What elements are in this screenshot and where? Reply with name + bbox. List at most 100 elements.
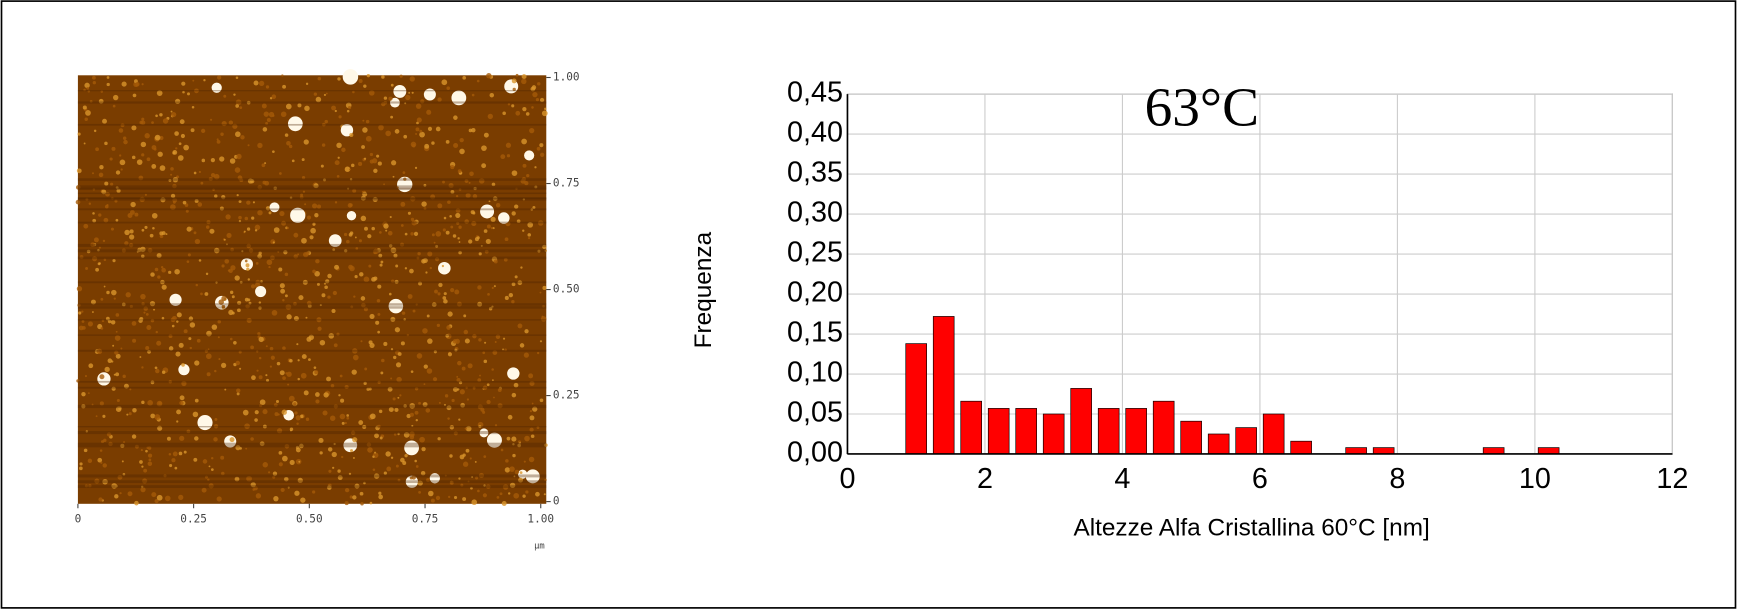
afm-speck xyxy=(206,220,211,225)
afm-speck xyxy=(131,321,137,326)
afm-speck xyxy=(491,368,494,371)
afm-speck xyxy=(495,202,501,208)
afm-speck xyxy=(478,252,482,256)
afm-speck xyxy=(458,188,462,191)
afm-speck xyxy=(447,200,451,204)
afm-speck xyxy=(85,110,91,116)
afm-speck xyxy=(431,141,435,145)
afm-speck xyxy=(150,413,156,419)
afm-speck xyxy=(200,292,203,296)
afm-speck xyxy=(407,294,413,299)
afm-speck xyxy=(232,123,238,129)
afm-speck xyxy=(322,410,328,416)
afm-speck xyxy=(139,356,142,358)
bar xyxy=(1125,408,1147,455)
afm-speck xyxy=(427,126,433,131)
afm-speck xyxy=(522,163,527,168)
afm-speck xyxy=(453,431,458,436)
afm-speck xyxy=(445,333,450,338)
afm-speck xyxy=(170,204,176,210)
afm-speck xyxy=(282,376,286,380)
afm-speck xyxy=(502,337,506,340)
afm-speck xyxy=(145,346,150,351)
afm-speck xyxy=(429,473,440,484)
afm-speck xyxy=(482,493,487,498)
afm-speck xyxy=(403,318,406,321)
afm-speck xyxy=(111,483,118,489)
afm-speck xyxy=(350,449,353,453)
afm-speck xyxy=(244,297,249,302)
afm-speck xyxy=(273,186,277,190)
afm-speck xyxy=(359,491,364,496)
afm-speck xyxy=(344,421,347,425)
afm-speck xyxy=(312,269,316,274)
afm-speck xyxy=(328,234,342,247)
afm-speck xyxy=(181,81,186,86)
afm-speck xyxy=(456,378,461,383)
afm-speck xyxy=(366,387,370,391)
afm-speck xyxy=(265,206,271,211)
afm-speck xyxy=(99,374,105,380)
afm-speck xyxy=(83,223,89,229)
bar xyxy=(1262,413,1285,455)
afm-speck xyxy=(141,83,144,86)
afm-speck xyxy=(514,204,519,209)
afm-speck xyxy=(98,98,104,104)
afm-speck xyxy=(349,168,351,171)
afm-speck xyxy=(301,237,307,244)
afm-speck xyxy=(341,421,345,425)
afm-speck xyxy=(467,363,473,369)
afm-speck xyxy=(221,264,225,268)
afm-speck xyxy=(482,385,488,390)
afm-speck xyxy=(390,83,394,87)
afm-speck xyxy=(132,93,137,98)
x-tick-label: 0.75 xyxy=(412,512,439,525)
afm-speck xyxy=(193,231,197,235)
afm-speck xyxy=(77,303,81,307)
afm-speck xyxy=(521,78,527,85)
afm-speck xyxy=(203,79,206,82)
afm-speck xyxy=(468,239,473,244)
afm-speck xyxy=(522,229,525,232)
afm-speck xyxy=(395,362,402,368)
afm-speck xyxy=(471,499,478,506)
afm-streak xyxy=(77,386,547,389)
afm-speck xyxy=(378,253,383,258)
afm-speck xyxy=(308,334,314,340)
afm-speck xyxy=(539,143,544,148)
afm-streak xyxy=(77,192,547,195)
bar xyxy=(932,316,955,455)
afm-speck xyxy=(390,247,397,254)
afm-speck xyxy=(246,243,252,249)
afm-speck xyxy=(394,129,400,134)
afm-speck xyxy=(101,319,105,323)
y-tick-label: 0,25 xyxy=(787,237,843,269)
afm-speck xyxy=(315,392,320,397)
afm-speck xyxy=(436,323,440,328)
afm-speck xyxy=(497,388,502,392)
afm-speck xyxy=(97,372,111,386)
afm-speck xyxy=(271,94,277,99)
afm-speck xyxy=(517,323,523,329)
afm-speck xyxy=(330,383,335,388)
afm-speck xyxy=(225,214,231,220)
afm-speck xyxy=(403,134,408,139)
afm-speck xyxy=(79,462,83,466)
afm-speck xyxy=(217,336,220,339)
afm-speck xyxy=(212,188,215,192)
afm-speck xyxy=(165,233,168,236)
afm-speck xyxy=(369,90,375,96)
afm-speck xyxy=(492,379,494,382)
afm-speck xyxy=(500,448,504,452)
afm-speck xyxy=(175,147,178,150)
afm-speck xyxy=(531,402,534,405)
afm-speck xyxy=(402,460,407,465)
afm-speck xyxy=(486,432,502,448)
afm-speck xyxy=(371,226,375,231)
afm-speck xyxy=(529,427,534,432)
afm-speck xyxy=(101,189,107,195)
afm-speck xyxy=(313,183,319,189)
afm-speck xyxy=(140,293,146,300)
afm-speck xyxy=(239,447,242,450)
